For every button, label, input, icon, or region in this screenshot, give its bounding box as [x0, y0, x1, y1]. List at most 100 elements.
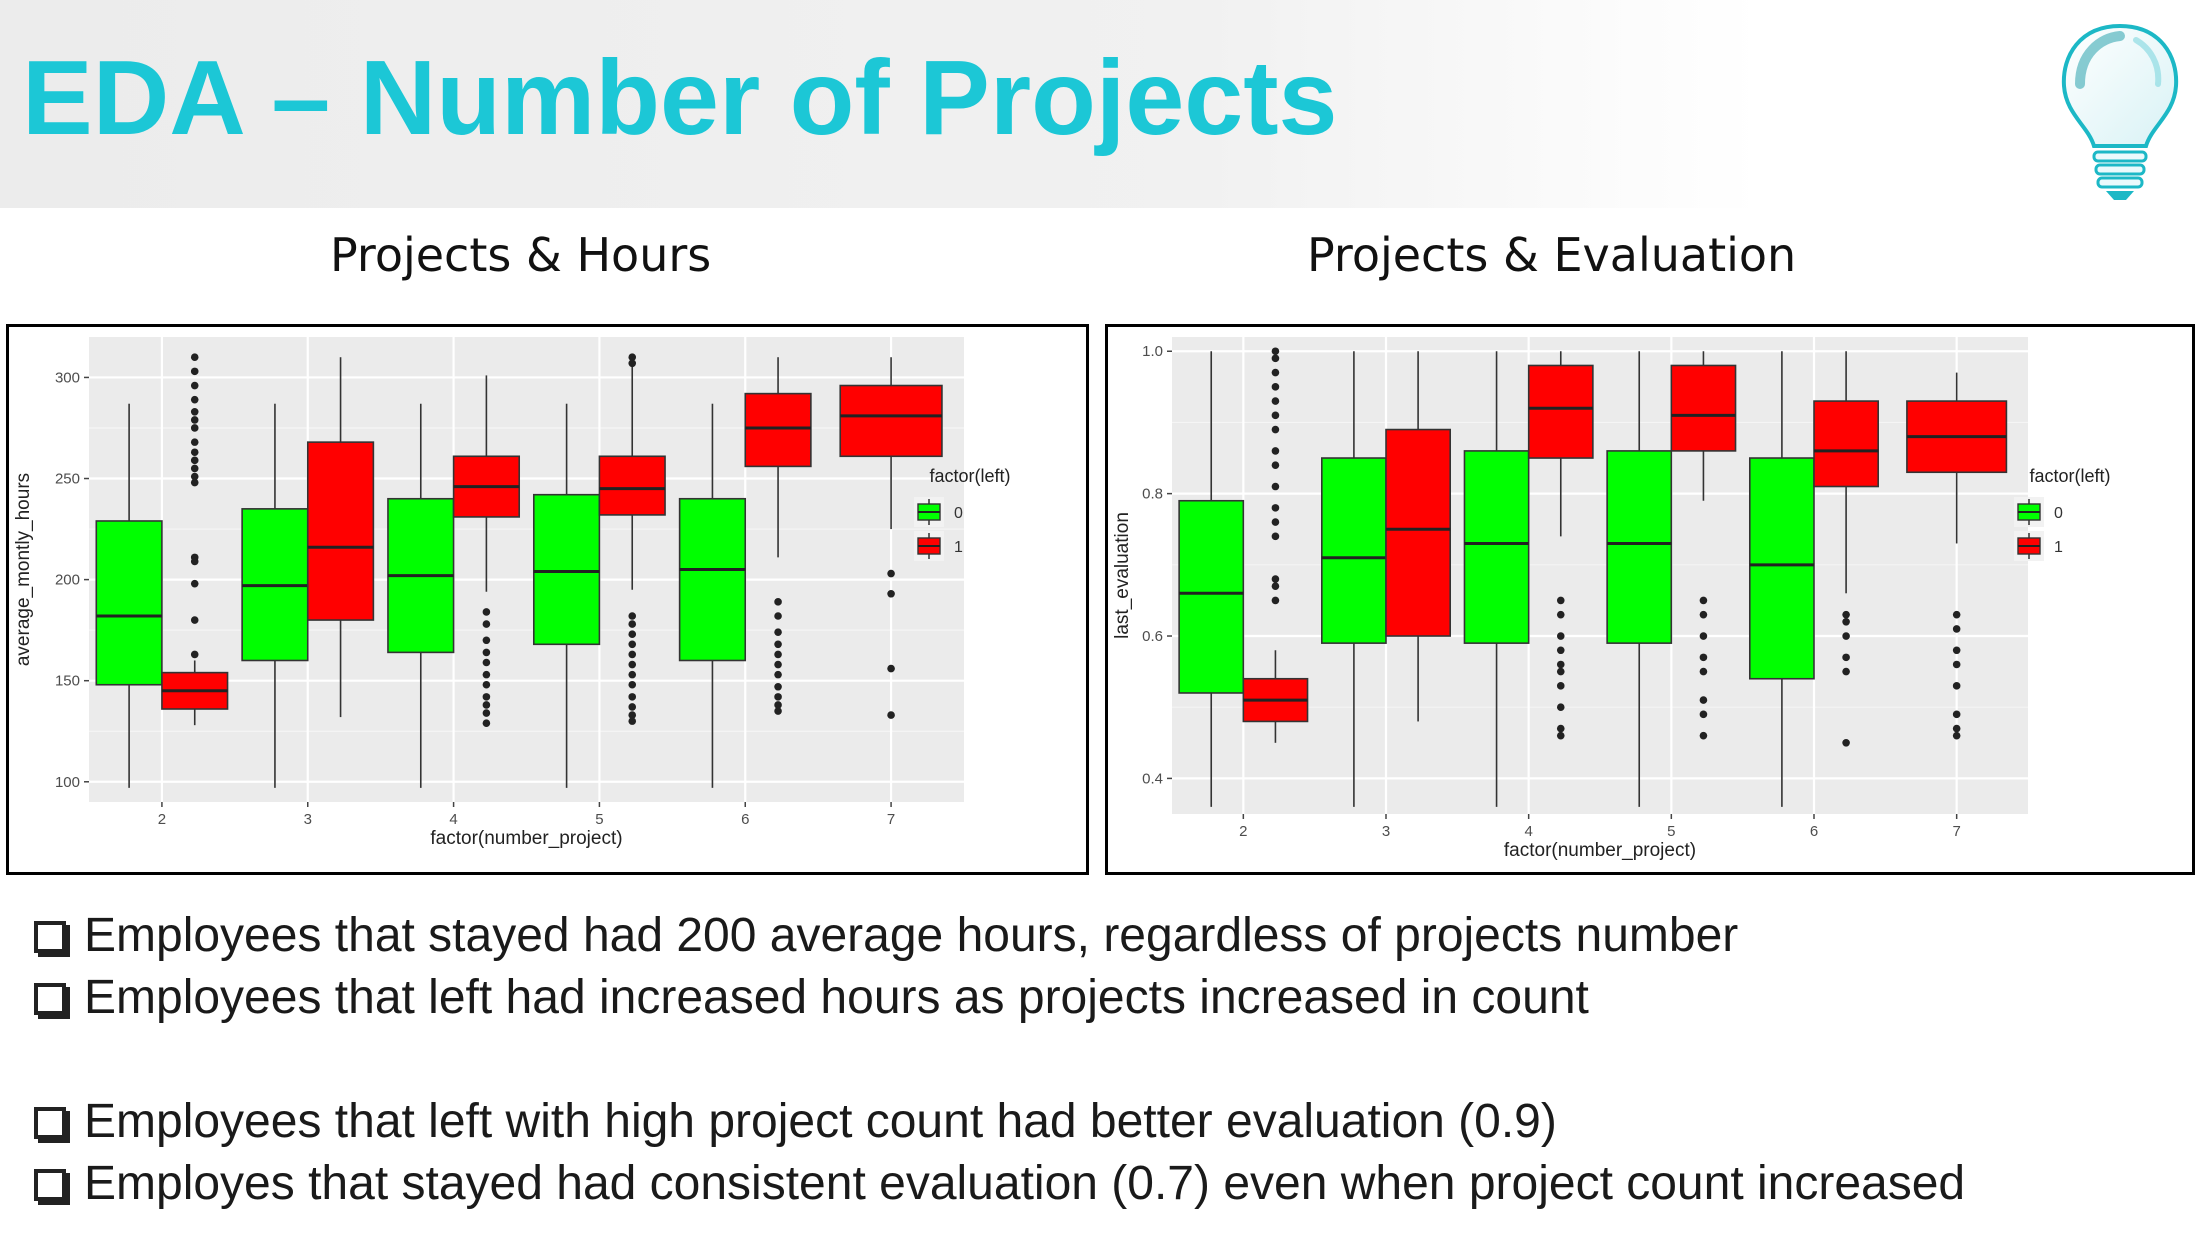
outlier-point: [628, 717, 637, 725]
legend-title: factor(left): [929, 466, 1010, 486]
outlier-point: [1699, 667, 1708, 676]
x-tick-label: 3: [304, 811, 312, 828]
outlier-point: [628, 711, 637, 719]
outlier-point: [1842, 632, 1850, 640]
y-axis-title: average_montly_hours: [13, 473, 34, 666]
outlier-point: [190, 557, 199, 566]
x-tick-label: 4: [449, 811, 457, 828]
outlier-point: [190, 579, 199, 588]
y-tick-label: 250: [55, 471, 80, 488]
box-body: [1527, 364, 1594, 459]
outlier-point: [774, 640, 782, 649]
x-tick-label: 7: [887, 811, 895, 828]
outlier-point: [482, 608, 491, 616]
box-body: [839, 384, 943, 458]
outlier-point: [1271, 368, 1280, 377]
outlier-point: [1952, 646, 1961, 655]
outlier-point: [1271, 461, 1280, 469]
outlier-point: [1699, 653, 1708, 662]
box-0-cat-2: [95, 403, 163, 788]
hours-boxplot: 100 150 200 250 300 2 3 4 5 6 7 factor(number_proje…: [13, 337, 1011, 849]
outlier-point: [1271, 397, 1280, 405]
outlier-point: [1556, 610, 1565, 619]
outlier-point: [774, 693, 782, 701]
box-1-cat-3: [306, 357, 375, 718]
checkbox-icon: [34, 1107, 66, 1139]
outlier-point: [774, 701, 782, 709]
y-tick-label: 0.6: [1142, 628, 1163, 645]
legend-entry-label: 1: [2054, 539, 2063, 556]
outlier-point: [482, 636, 491, 645]
x-tick-label: 4: [1524, 823, 1532, 840]
checkbox-icon: [34, 921, 66, 953]
box-body: [306, 441, 375, 621]
box-1-cat-6: [1813, 351, 1879, 747]
outlier-point: [628, 670, 637, 679]
outlier-point: [1699, 731, 1708, 740]
box-body: [1606, 450, 1673, 644]
box-1-cat-6: [744, 357, 812, 715]
box-body: [1670, 364, 1737, 452]
box-0-cat-4: [387, 403, 455, 788]
outlier-point: [190, 472, 199, 481]
box-0-cat-2: [1178, 351, 1245, 807]
box-0-cat-3: [241, 403, 309, 788]
plot-panel: [89, 337, 964, 802]
bullet-item: Employees that left had increased hours …: [34, 970, 1589, 1025]
box-body: [1178, 499, 1245, 694]
x-axis-title: factor(number_project): [1504, 840, 1696, 861]
outlier-point: [482, 719, 491, 727]
box-0-cat-3: [1321, 351, 1387, 807]
y-tick-label: 300: [55, 369, 80, 386]
outlier-point: [628, 680, 637, 689]
left-chart-subtitle: Projects & Hours: [330, 228, 712, 282]
outlier-point: [887, 664, 895, 673]
outlier-point: [1271, 347, 1280, 356]
outlier-point: [774, 612, 782, 620]
outlier-point: [1699, 610, 1708, 619]
box-0-cat-4: [1463, 351, 1530, 807]
outlier-point: [1271, 596, 1280, 605]
evaluation-chart-frame: 0.4 0.6 0.8 1.0 2 3 4 5 6 7 factor(number_project)…: [1105, 324, 2195, 875]
checkbox-icon: [34, 983, 66, 1015]
outlier-point: [774, 707, 782, 715]
box-body: [1813, 400, 1879, 488]
hours-chart-frame: 100 150 200 250 300 2 3 4 5 6 7 factor(number_proje…: [6, 324, 1089, 875]
outlier-point: [1842, 739, 1850, 747]
outlier-point: [628, 693, 637, 701]
outlier-point: [482, 709, 491, 717]
legend: factor(left) 0 1: [914, 466, 1011, 561]
legend-title: factor(left): [2029, 466, 2110, 486]
bullet-item: Employes that stayed had consistent eval…: [34, 1156, 1965, 1211]
outlier-point: [482, 670, 491, 679]
box-1-cat-3: [1385, 351, 1451, 722]
right-chart-subtitle: Projects & Evaluation: [1307, 228, 1797, 282]
outlier-point: [628, 359, 637, 368]
outlier-point: [1556, 731, 1565, 740]
y-tick-label: 1.0: [1142, 343, 1163, 360]
outlier-point: [1952, 682, 1961, 690]
outlier-point: [628, 703, 637, 711]
bullet-item: Employees that stayed had 200 average ho…: [34, 908, 1738, 963]
outlier-point: [1952, 710, 1961, 719]
outlier-point: [1271, 518, 1280, 526]
box-body: [1463, 450, 1530, 644]
outlier-point: [1952, 625, 1961, 633]
outlier-point: [887, 589, 895, 598]
outlier-point: [482, 680, 491, 689]
y-tick-label: 200: [55, 572, 80, 589]
box-0-cat-6: [1748, 351, 1815, 807]
outlier-point: [1556, 682, 1565, 690]
box-body: [678, 497, 747, 662]
x-tick-label: 5: [595, 811, 603, 828]
box-1-cat-7: [839, 357, 943, 719]
outlier-point: [1271, 354, 1280, 363]
outlier-point: [1271, 504, 1280, 512]
outlier-point: [774, 660, 782, 669]
outlier-point: [482, 648, 491, 657]
x-tick-label: 6: [741, 811, 749, 828]
outlier-point: [190, 448, 199, 457]
box-body: [95, 520, 163, 686]
y-tick-label: 150: [55, 673, 80, 690]
outlier-point: [1556, 632, 1565, 640]
